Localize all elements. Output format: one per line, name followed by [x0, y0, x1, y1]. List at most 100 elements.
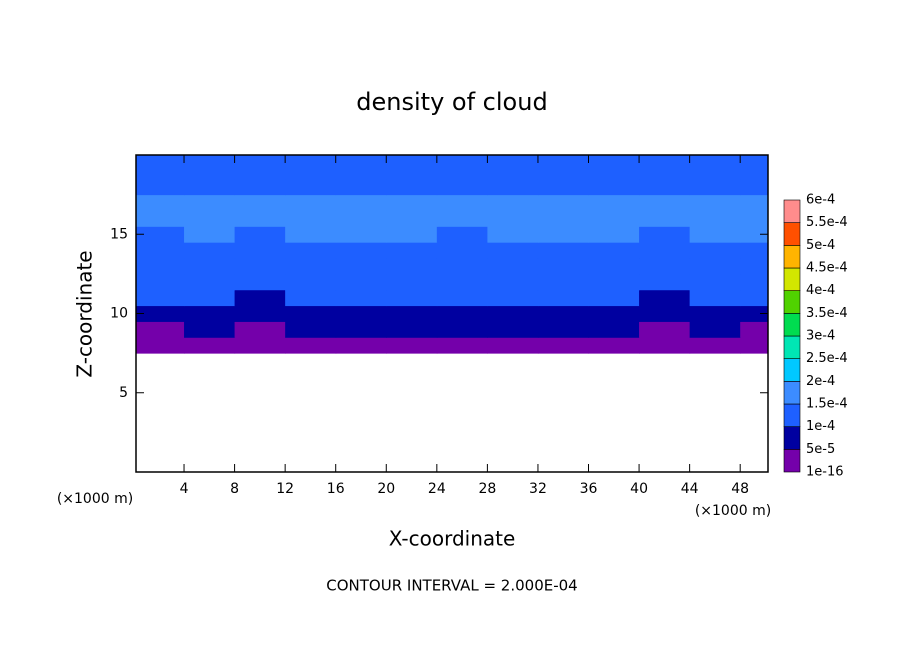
colorbar-swatch	[783, 290, 801, 314]
colorbar-swatch	[783, 381, 801, 405]
colorbar-label: 5e-5	[806, 442, 835, 457]
contour-cell	[436, 226, 488, 243]
contour-cell	[335, 305, 387, 322]
contour-cell	[184, 226, 236, 243]
contour-cell	[234, 210, 286, 227]
contour-cell	[689, 242, 741, 259]
contour-cell	[588, 210, 640, 227]
contour-cell	[136, 337, 185, 354]
x-axis-label: X-coordinate	[389, 527, 516, 551]
contour-cell	[639, 210, 691, 227]
contour-cell	[588, 273, 640, 291]
colorbar-label: 2.5e-4	[806, 351, 848, 366]
colorbar-swatch	[783, 449, 801, 473]
contour-cell	[689, 226, 741, 243]
contour-cell	[689, 155, 741, 180]
contour-cell	[740, 210, 769, 227]
contour-cell	[487, 242, 539, 259]
contour-cell	[184, 178, 236, 196]
colorbar-label: 5.5e-4	[806, 215, 848, 230]
contour-cell	[386, 289, 438, 307]
contour-cell	[136, 194, 185, 211]
x-tick-label: 24	[428, 481, 446, 497]
contour-cell	[436, 273, 488, 291]
colorbar-label: 6e-4	[806, 193, 835, 208]
contour-cell	[136, 321, 185, 338]
contour-cell	[386, 226, 438, 243]
x-tick-label: 36	[580, 481, 598, 497]
contour-cell	[588, 242, 640, 259]
contour-cell	[436, 178, 488, 196]
y-tick-label: 5	[119, 385, 128, 401]
contour-cell	[537, 242, 590, 259]
contour-cell	[184, 258, 236, 275]
contour-cell	[537, 273, 590, 291]
contour-cell	[285, 194, 337, 211]
contour-cell	[184, 273, 236, 291]
contour-cell	[689, 321, 741, 338]
contour-cell	[487, 210, 539, 227]
contour-cell	[487, 155, 539, 180]
colorbar-label: 2e-4	[806, 374, 835, 389]
contour-cell	[740, 194, 769, 211]
contour-cell	[639, 258, 691, 275]
contour-cell	[436, 289, 488, 307]
contour-cell	[689, 305, 741, 322]
contour-cell	[136, 210, 185, 227]
x-tick-label: 32	[529, 481, 547, 497]
contour-cell	[639, 155, 691, 180]
contour-cell	[386, 305, 438, 322]
contour-cell	[136, 226, 185, 243]
colorbar-label: 3.5e-4	[806, 306, 848, 321]
x-tick-label: 40	[630, 481, 648, 497]
contour-cell	[234, 305, 286, 322]
contour-cell	[285, 226, 337, 243]
x-tick-label: 4	[180, 481, 189, 497]
contour-cell	[184, 155, 236, 180]
contour-cell	[136, 289, 185, 307]
contour-cell	[136, 155, 185, 180]
contour-cell	[537, 289, 590, 307]
contour-cell	[689, 194, 741, 211]
y-tick-label: 15	[110, 226, 128, 242]
contour-cell	[740, 242, 769, 259]
contour-cell	[487, 321, 539, 338]
contour-cell	[639, 273, 691, 291]
contour-cell	[335, 194, 387, 211]
contour-cell	[184, 242, 236, 259]
contour-cell	[487, 273, 539, 291]
colorbar-label: 1e-4	[806, 419, 835, 434]
contour-cell	[639, 178, 691, 196]
x-tick-label: 28	[478, 481, 496, 497]
contour-cell	[689, 289, 741, 307]
contour-cell	[386, 273, 438, 291]
contour-cell	[740, 273, 769, 291]
contour-cell	[588, 226, 640, 243]
contour-cell	[335, 258, 387, 275]
contour-cell	[537, 337, 590, 354]
contour-cell	[136, 178, 185, 196]
contour-cell	[234, 242, 286, 259]
contour-cell	[639, 305, 691, 322]
colorbar-swatch	[783, 358, 801, 382]
contour-cell	[689, 178, 741, 196]
contour-cell	[285, 178, 337, 196]
contour-cell	[487, 226, 539, 243]
colorbar-swatch	[783, 222, 801, 246]
contour-cell	[285, 258, 337, 275]
contour-cell	[285, 305, 337, 322]
contour-cell	[386, 242, 438, 259]
contour-cell	[537, 155, 590, 180]
contour-cell	[639, 289, 691, 307]
contour-cell	[436, 337, 488, 354]
contour-cell	[740, 305, 769, 322]
contour-cell	[639, 226, 691, 243]
contour-cell	[537, 226, 590, 243]
contour-cell	[639, 337, 691, 354]
contour-cell	[234, 258, 286, 275]
x-tick-label: 16	[327, 481, 345, 497]
contour-cell	[386, 258, 438, 275]
colorbar-label: 3e-4	[806, 329, 835, 344]
